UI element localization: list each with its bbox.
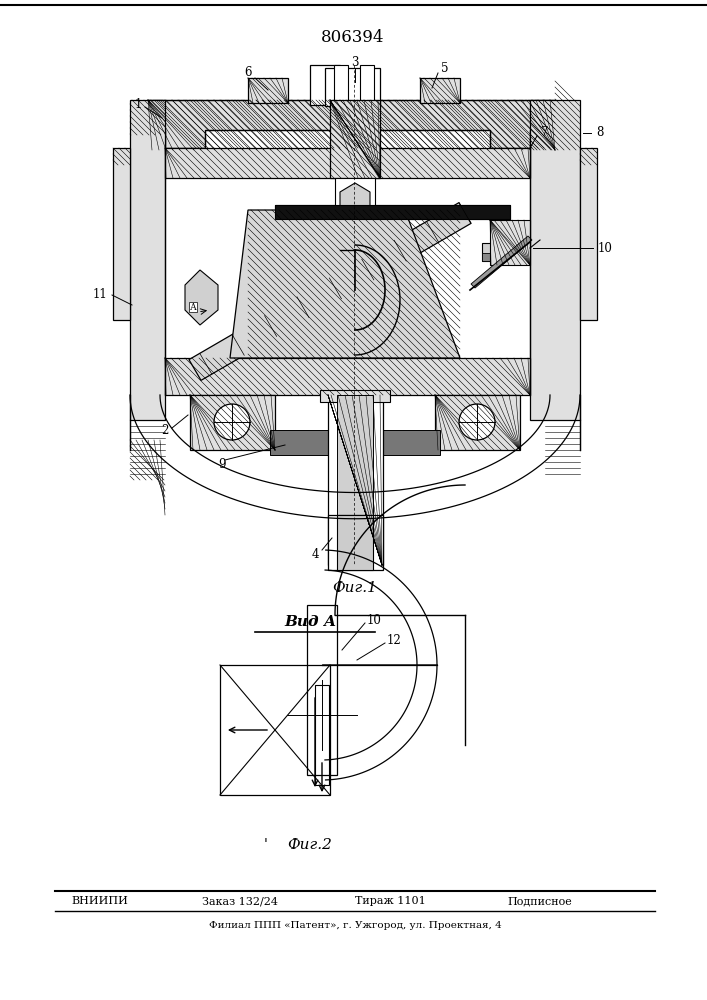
Polygon shape [130,100,165,420]
Text: 7: 7 [542,126,549,139]
Circle shape [214,404,250,440]
Bar [482,243,522,261]
Polygon shape [230,210,460,358]
Text: 9: 9 [218,458,226,472]
Bar [310,65,340,105]
Polygon shape [185,270,218,325]
Text: 12: 12 [387,634,402,647]
Bar [307,605,337,775]
Text: Тираж 1101: Тираж 1101 [355,896,426,906]
Bar [275,205,510,219]
Bar [490,220,530,265]
Text: 2: 2 [161,424,169,436]
Polygon shape [530,100,580,420]
Text: 11: 11 [93,288,107,302]
Polygon shape [189,203,471,380]
Text: 6: 6 [244,66,252,80]
Text: Филиал ППП «Патент», г. Ужгород, ул. Проектная, 4: Филиал ППП «Патент», г. Ужгород, ул. Про… [209,922,501,930]
Bar [275,205,510,219]
Text: 4: 4 [311,548,319,562]
Bar [328,395,383,565]
Text: Вид А: Вид А [284,615,336,629]
Text: Заказ 132/24: Заказ 132/24 [202,896,278,906]
Polygon shape [580,148,597,320]
Text: Подписное: Подписное [508,896,573,906]
Text: 8: 8 [596,126,604,139]
Bar [325,68,380,106]
Polygon shape [340,183,370,217]
Bar [435,395,520,450]
Text: 1: 1 [134,99,141,111]
Bar [220,665,330,795]
Bar [248,78,288,103]
Text: 5: 5 [441,62,449,75]
Bar [335,178,375,208]
Polygon shape [270,430,330,455]
Polygon shape [165,358,530,395]
Bar [330,100,380,178]
Polygon shape [113,148,130,320]
Bar [360,65,374,150]
Text: 806394: 806394 [321,29,385,46]
Bar [320,390,390,402]
Bar [328,515,383,570]
Text: Фиг.1: Фиг.1 [332,581,378,595]
Bar [482,253,522,261]
Text: 3: 3 [351,55,358,68]
Polygon shape [165,148,530,178]
Circle shape [459,404,495,440]
Text: Фиг.2: Фиг.2 [288,838,332,852]
Polygon shape [471,236,532,288]
Bar [334,65,348,150]
Bar [190,395,275,450]
Bar [337,515,373,570]
Text: ВНИИПИ: ВНИИПИ [71,896,129,906]
Bar [337,395,373,565]
Text: А: А [189,302,197,312]
Text: ': ' [264,838,272,852]
Text: 10: 10 [367,613,382,626]
Polygon shape [148,100,555,148]
Bar [420,78,460,103]
Bar [315,685,329,785]
Polygon shape [380,430,440,455]
Text: 10: 10 [597,241,612,254]
